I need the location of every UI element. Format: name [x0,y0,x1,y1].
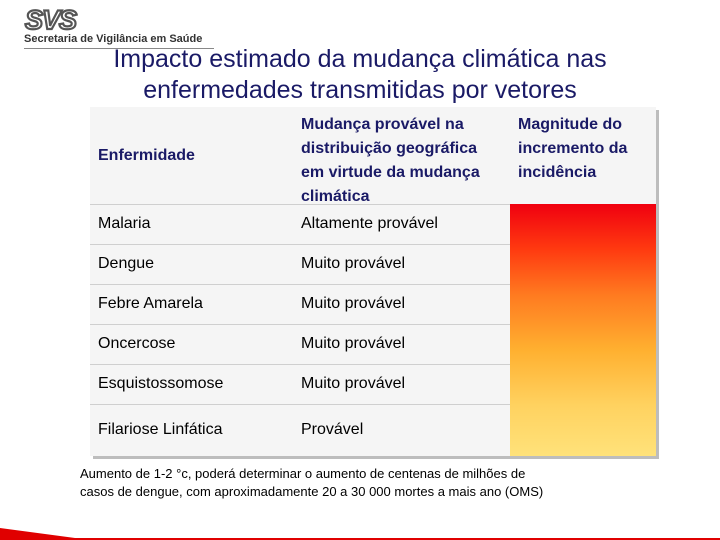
footnote-line-2: casos de dengue, com aproximadamente 20 … [80,484,544,499]
header-magnitude-line: Magnitude do [518,116,622,133]
title-line-2: enfermedades transmitidas por vetores [143,76,577,104]
disease-cell: Esquistossomose [98,375,224,392]
row-divider [90,404,510,405]
header-change-line: distribuição geográfica [301,140,478,157]
header-change-line: climática [301,188,370,205]
row-divider [90,204,510,205]
header-magnitude: Magnitude do incremento da incidência [510,107,656,204]
table-row: Esquistossomose Muito provável [90,364,656,404]
header-magnitude-line: incidência [518,164,597,181]
disease-cell: Malaria [98,215,151,232]
footnote: Aumento de 1-2 °c, poderá determinar o a… [80,465,660,501]
magnitude-gradient-bar [510,204,656,456]
row-divider [90,244,510,245]
change-cell: Altamente provável [301,215,438,232]
table-row: Malaria Altamente provável [90,204,656,244]
change-cell: Muito provável [301,295,406,312]
svs-logo-mark: SVS [24,6,82,32]
footnote-line-1: Aumento de 1-2 °c, poderá determinar o a… [80,466,526,481]
disease-cell: Oncercose [98,335,176,352]
change-cell: Muito provável [301,335,406,352]
slide-title: Impacto estimado da mudança climática na… [40,44,680,106]
change-cell: Muito provável [301,255,406,272]
header-magnitude-line: incremento da [518,140,628,157]
row-divider [90,324,510,325]
title-line-1: Impacto estimado da mudança climática na… [113,45,607,73]
bottom-accent-bar [0,528,720,540]
row-divider [90,364,510,365]
change-cell: Provável [301,421,364,438]
header-change-line: em virtude da mudança [301,164,480,181]
row-divider [90,284,510,285]
header-change-line: Mudança provável na [301,116,464,133]
logo-text: SVS [25,6,77,32]
logo-subtitle: Secretaria de Vigilância em Saúde [24,33,203,45]
disease-cell: Filariose Linfática [98,421,223,438]
header-change: Mudança provável na distribuição geográf… [293,107,510,205]
disease-cell: Dengue [98,255,155,272]
logo-divider [24,48,214,49]
table-row: Dengue Muito provável [90,244,656,284]
vector-disease-table: Enfermidade Mudança provável na distribu… [90,107,656,456]
table-row: Filariose Linfática Provável [90,404,656,456]
table-row: Oncercose Muito provável [90,324,656,364]
disease-cell: Febre Amarela [98,295,203,312]
change-cell: Muito provável [301,375,406,392]
table-row: Febre Amarela Muito provável [90,284,656,324]
svs-logo: SVS Secretaria de Vigilância em Saúde [24,6,244,49]
header-disease: Enfermidade [98,146,195,164]
table-header-row: Enfermidade Mudança provável na distribu… [90,107,656,205]
